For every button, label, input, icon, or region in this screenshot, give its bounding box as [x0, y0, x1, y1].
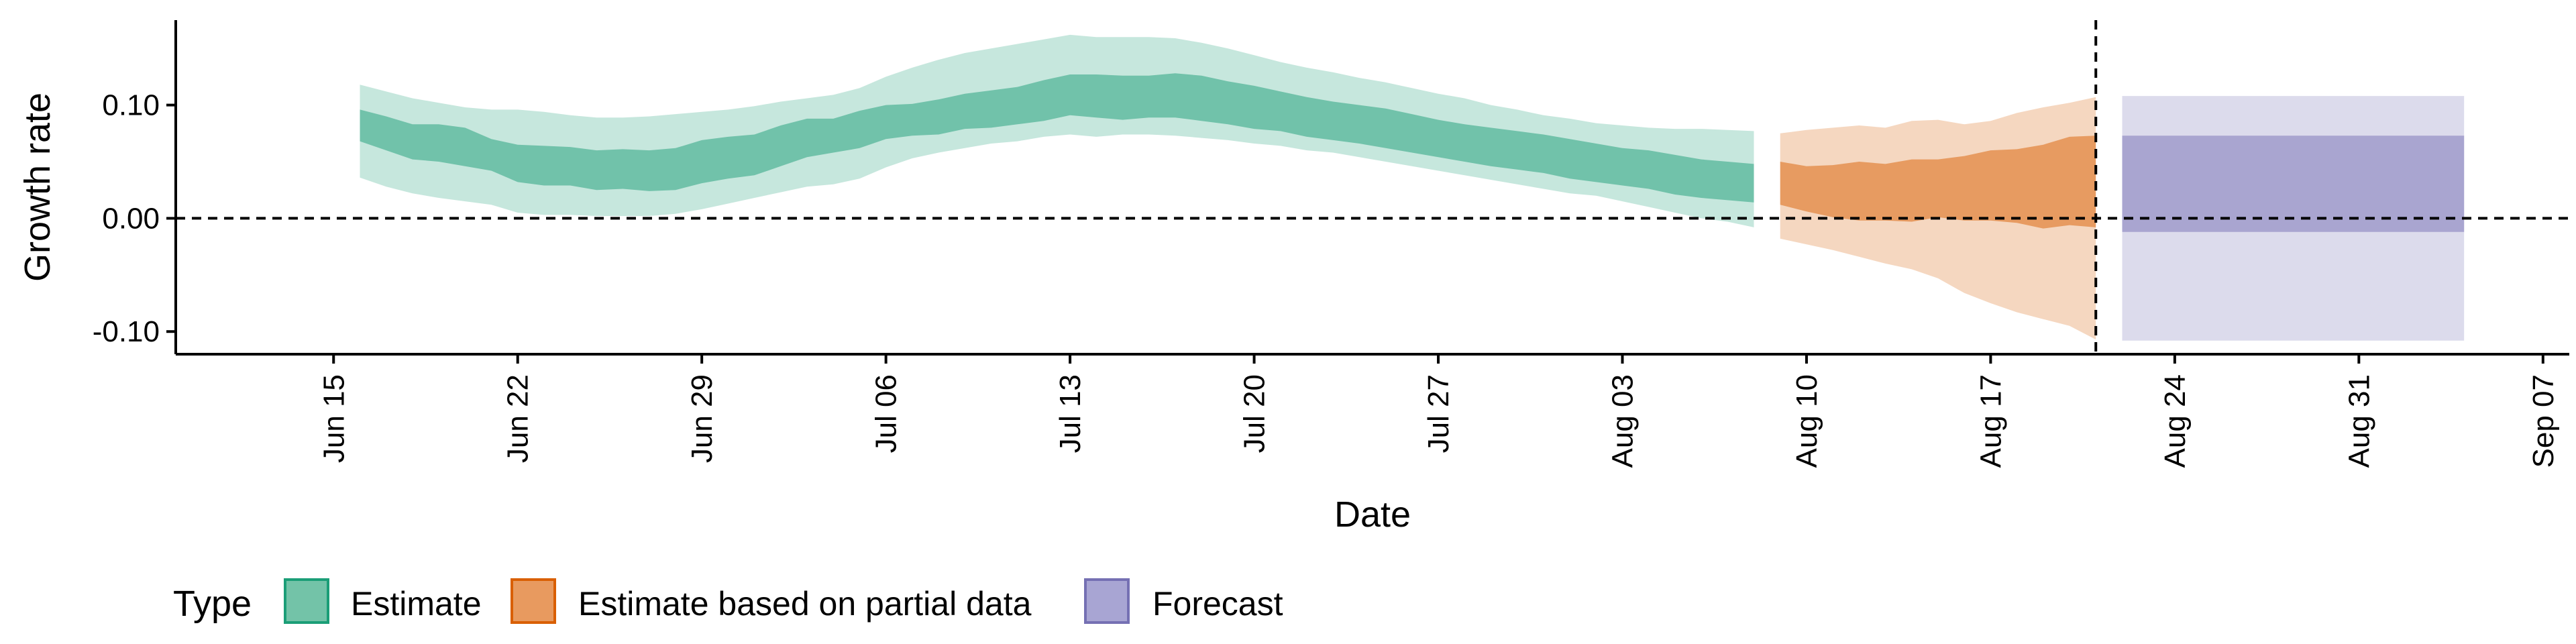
x-axis-title: Date: [1334, 494, 1411, 535]
legend-title: Type: [173, 584, 252, 624]
chart-axes: [174, 20, 2569, 356]
legend-swatch-estimate-based-on-partial-data: [511, 578, 556, 624]
x-tick-label: Jul 06: [870, 374, 903, 453]
estimate-based-on-partial-data-band-50: [1780, 136, 2096, 229]
legend: Type Estimate Estimate based on partial d…: [173, 578, 1283, 624]
x-tick-label: Aug 10: [1790, 374, 1823, 468]
legend-swatch-forecast: [1084, 578, 1130, 624]
x-tick-label: Jun 15: [317, 374, 350, 463]
x-tick-label: Sep 07: [2527, 374, 2560, 468]
estimate-band-50: [360, 73, 1754, 203]
y-tick-label: 0.00: [102, 202, 160, 235]
forecast-band-50: [2122, 136, 2465, 232]
x-tick-label: Jun 22: [502, 374, 535, 463]
chart-bands: [360, 34, 2465, 341]
x-tick-label: Aug 03: [1606, 374, 1639, 468]
x-tick-label: Jul 27: [1422, 374, 1455, 453]
legend-label-estimate: Estimate: [351, 585, 482, 623]
x-tick-label: Aug 24: [2159, 374, 2192, 468]
legend-swatch-estimate: [284, 578, 329, 624]
reference-lines: [176, 20, 2569, 354]
x-tick-label: Aug 31: [2343, 374, 2375, 468]
y-tick-label: 0.10: [102, 89, 160, 122]
x-tick-label: Jun 29: [686, 374, 718, 463]
y-axis-title: Growth rate: [17, 93, 58, 282]
estimate-band-90: [360, 34, 1754, 227]
y-tick-label: -0.10: [93, 315, 160, 348]
x-axis-ticks: Jun 15 Jun 22 Jun 29 Jul 06 Jul 13 Jul 20 Jul …: [317, 354, 2560, 468]
y-axis-ticks: -0.10 0.00 0.10: [93, 89, 176, 348]
legend-label-forecast: Forecast: [1152, 585, 1283, 623]
legend-label-estimate-based-on-partial-data: Estimate based on partial data: [578, 585, 1032, 623]
x-tick-label: Jul 20: [1238, 374, 1271, 453]
x-tick-label: Aug 17: [1974, 374, 2007, 468]
x-tick-label: Jul 13: [1054, 374, 1087, 453]
